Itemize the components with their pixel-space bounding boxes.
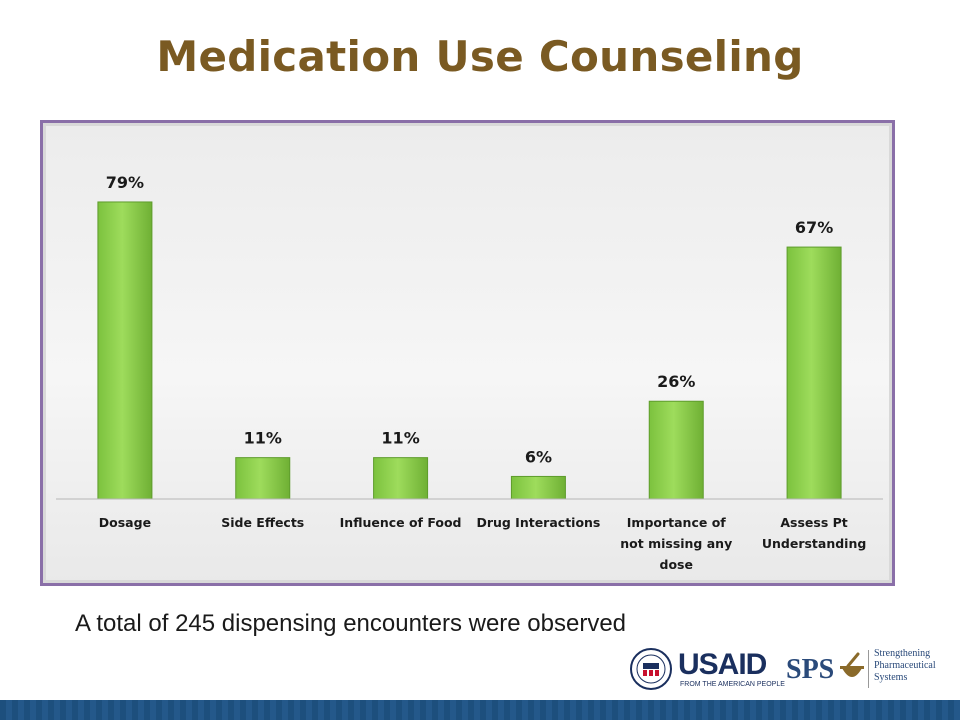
usaid-tagline: FROM THE AMERICAN PEOPLE: [680, 681, 785, 688]
data-label: 26%: [657, 372, 695, 391]
category-label-line: Side Effects: [221, 515, 304, 530]
bar: [373, 457, 429, 500]
sps-full-name: Strengthening Pharmaceutical Systems: [874, 648, 936, 684]
data-label: 11%: [381, 429, 419, 448]
mortar-pestle-icon: [840, 652, 864, 677]
category-label: Drug Interactions: [476, 515, 600, 530]
data-label: 6%: [525, 447, 552, 466]
sps-name-line: Strengthening: [874, 648, 931, 659]
data-label: 11%: [244, 429, 282, 448]
category-label: Dosage: [99, 515, 151, 530]
data-label: 79%: [106, 173, 144, 192]
sps-name-line: Systems: [874, 672, 908, 683]
category-label-line: Importance of: [627, 515, 727, 530]
bar-chart: 79% 11% 11% 6% 26% 67% Dosage Side Effects Infl…: [56, 173, 883, 572]
category-label: Importance of not missing any dose: [620, 515, 732, 572]
category-label: Assess Pt Understanding: [762, 515, 866, 551]
sps-wordmark: SPS: [786, 654, 835, 685]
category-label: Side Effects: [221, 515, 304, 530]
category-label-line: Dosage: [99, 515, 151, 530]
category-label-line: dose: [660, 557, 693, 572]
data-label: 67%: [795, 218, 833, 237]
bar: [97, 201, 153, 500]
observation-caption: A total of 245 dispensing encounters wer…: [75, 610, 627, 637]
category-label-line: Influence of Food: [340, 515, 462, 530]
sps-divider: [868, 650, 869, 688]
usaid-wordmark: USAID: [678, 648, 767, 681]
footer-band: [0, 700, 960, 720]
category-label-line: not missing any: [620, 536, 732, 551]
category-label-line: Drug Interactions: [476, 515, 600, 530]
bar: [786, 246, 842, 500]
chart-frame: 79% 11% 11% 6% 26% 67% Dosage Side Effects Infl…: [40, 120, 895, 586]
category-label-line: Assess Pt: [780, 515, 847, 530]
category-label-line: Understanding: [762, 536, 866, 551]
bar: [510, 475, 566, 500]
slide-title: Medication Use Counseling: [156, 32, 804, 81]
usaid-seal-icon: [630, 648, 672, 690]
category-label: Influence of Food: [340, 515, 462, 530]
bar: [648, 400, 704, 500]
sps-name-line: Pharmaceutical: [874, 660, 936, 671]
bar: [235, 457, 291, 500]
sps-logo: SPS Strengthening Pharmaceutical Systems: [782, 648, 942, 692]
usaid-logo: USAID FROM THE AMERICAN PEOPLE: [630, 646, 785, 692]
